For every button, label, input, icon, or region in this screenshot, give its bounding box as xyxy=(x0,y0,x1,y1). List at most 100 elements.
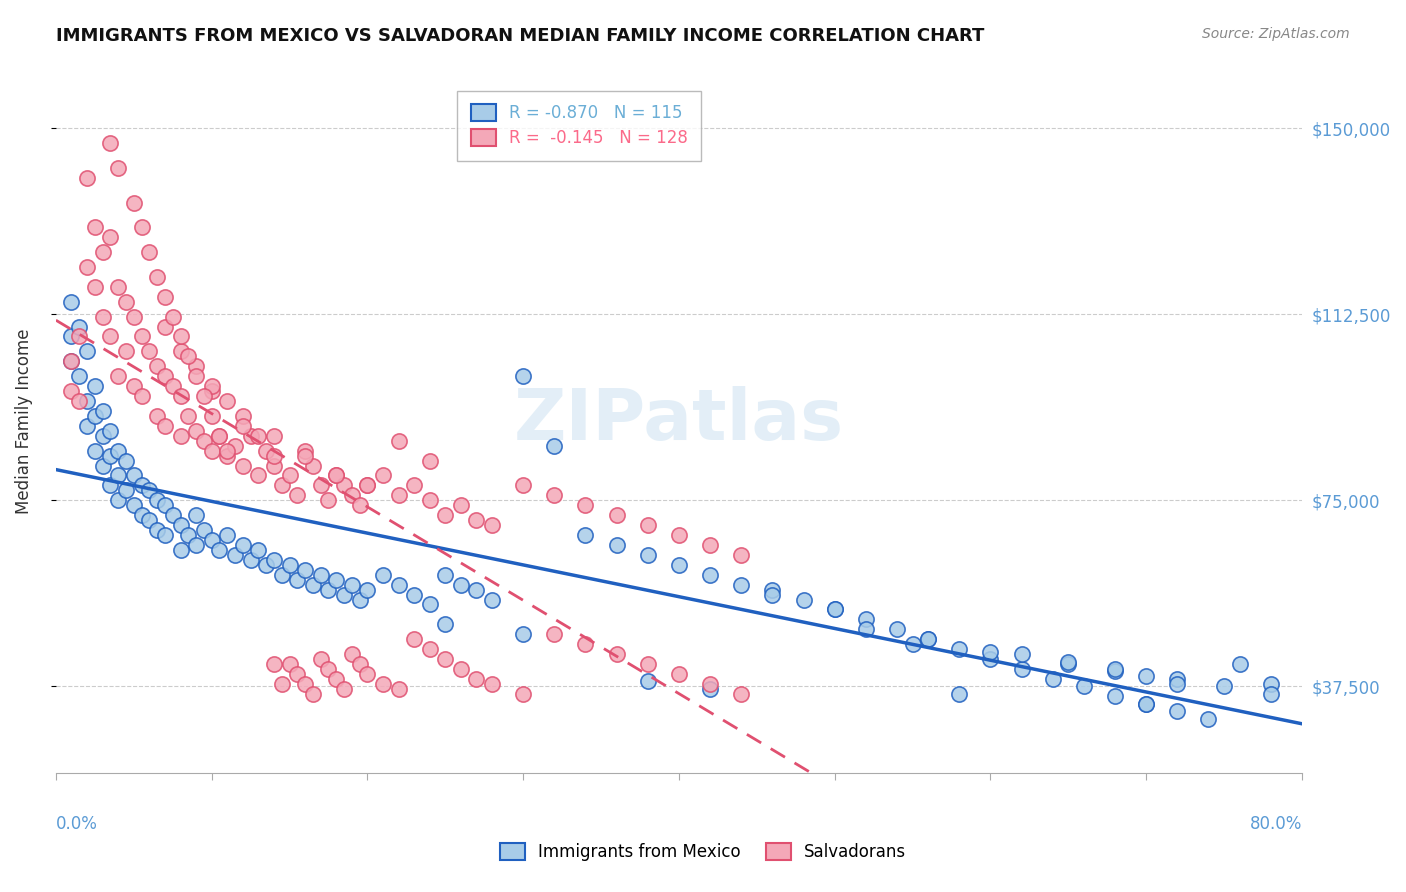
Point xyxy=(574,498,596,512)
Point xyxy=(824,602,846,616)
Point xyxy=(83,443,105,458)
Point xyxy=(1135,669,1157,683)
Point xyxy=(208,429,231,443)
Text: Source: ZipAtlas.com: Source: ZipAtlas.com xyxy=(1202,27,1350,41)
Text: ZIPatlas: ZIPatlas xyxy=(513,386,844,455)
Point xyxy=(1135,697,1157,711)
Point xyxy=(543,488,565,502)
Point xyxy=(948,687,970,701)
Point xyxy=(419,598,441,612)
Point xyxy=(606,647,628,661)
Point xyxy=(606,508,628,523)
Point xyxy=(224,439,246,453)
Point xyxy=(481,677,503,691)
Point xyxy=(67,394,90,409)
Point xyxy=(699,677,721,691)
Point xyxy=(1166,672,1188,686)
Point xyxy=(356,582,378,597)
Point xyxy=(67,319,90,334)
Point xyxy=(184,369,207,384)
Point xyxy=(67,369,90,384)
Point xyxy=(146,269,169,284)
Point xyxy=(294,563,316,577)
Point xyxy=(606,538,628,552)
Point xyxy=(76,344,98,359)
Point xyxy=(217,443,239,458)
Point xyxy=(1166,704,1188,718)
Point xyxy=(637,657,659,671)
Point xyxy=(83,220,105,235)
Point xyxy=(1011,647,1033,661)
Point xyxy=(217,449,239,463)
Point xyxy=(263,458,285,473)
Point xyxy=(450,662,472,676)
Point xyxy=(60,329,83,343)
Point xyxy=(131,220,153,235)
Point xyxy=(668,558,690,572)
Point xyxy=(193,389,215,403)
Point xyxy=(91,429,114,443)
Point xyxy=(285,667,308,681)
Point xyxy=(979,645,1001,659)
Point xyxy=(294,677,316,691)
Point xyxy=(60,384,83,398)
Point xyxy=(699,681,721,696)
Point xyxy=(512,627,534,641)
Point xyxy=(115,344,138,359)
Point xyxy=(278,468,301,483)
Point xyxy=(153,528,176,542)
Point xyxy=(294,443,316,458)
Point xyxy=(434,617,457,632)
Text: 80.0%: 80.0% xyxy=(1250,815,1302,833)
Point xyxy=(730,548,752,562)
Point xyxy=(247,429,270,443)
Point xyxy=(91,404,114,418)
Point xyxy=(309,567,332,582)
Point xyxy=(201,409,224,423)
Point xyxy=(434,567,457,582)
Point xyxy=(146,409,169,423)
Point xyxy=(60,354,83,368)
Point xyxy=(349,498,371,512)
Y-axis label: Median Family Income: Median Family Income xyxy=(15,328,32,514)
Point xyxy=(1213,679,1236,693)
Point xyxy=(450,577,472,591)
Point xyxy=(318,493,340,508)
Point xyxy=(340,577,363,591)
Point xyxy=(349,592,371,607)
Point xyxy=(1104,690,1126,704)
Point xyxy=(91,245,114,260)
Point xyxy=(1011,662,1033,676)
Point xyxy=(917,632,939,647)
Point xyxy=(761,582,783,597)
Point xyxy=(76,394,98,409)
Point xyxy=(138,483,160,498)
Point xyxy=(193,523,215,537)
Point xyxy=(239,429,262,443)
Point xyxy=(917,632,939,647)
Point xyxy=(855,612,877,626)
Point xyxy=(100,136,122,150)
Point xyxy=(419,642,441,657)
Point xyxy=(107,468,129,483)
Point xyxy=(100,424,122,438)
Point xyxy=(285,488,308,502)
Legend: R = -0.870   N = 115, R =  -0.145   N = 128: R = -0.870 N = 115, R = -0.145 N = 128 xyxy=(457,91,702,161)
Point xyxy=(169,389,191,403)
Point xyxy=(263,429,285,443)
Point xyxy=(668,528,690,542)
Point xyxy=(177,349,200,363)
Point xyxy=(263,553,285,567)
Point xyxy=(333,681,356,696)
Point xyxy=(115,453,138,467)
Point xyxy=(153,498,176,512)
Point xyxy=(169,344,191,359)
Point xyxy=(100,449,122,463)
Point xyxy=(1104,665,1126,679)
Point xyxy=(107,369,129,384)
Point xyxy=(404,588,426,602)
Text: IMMIGRANTS FROM MEXICO VS SALVADORAN MEDIAN FAMILY INCOME CORRELATION CHART: IMMIGRANTS FROM MEXICO VS SALVADORAN MED… xyxy=(56,27,984,45)
Point xyxy=(239,553,262,567)
Point xyxy=(201,379,224,393)
Point xyxy=(131,508,153,523)
